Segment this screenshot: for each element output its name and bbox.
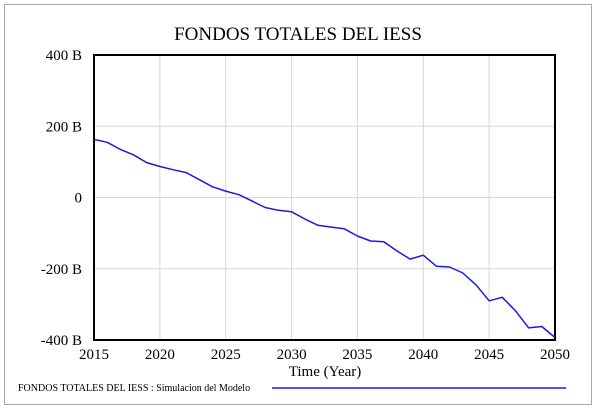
x-tick-label: 2015 xyxy=(79,347,109,363)
y-tick-label: 0 xyxy=(75,191,83,207)
y-tick-label: 400 B xyxy=(46,48,82,64)
axis-ticks: 2015 2020 2025 2030 2035 2040 2045 2050 400 B 200… xyxy=(41,48,570,363)
x-tick-label: 2035 xyxy=(342,347,372,363)
chart-title: FONDOS TOTALES DEL IESS xyxy=(174,24,422,45)
plot-area-border xyxy=(93,54,556,341)
x-tick-label: 2045 xyxy=(474,347,504,363)
y-tick-label: 200 B xyxy=(46,119,82,135)
chart-frame xyxy=(4,4,592,405)
x-tick-label: 2020 xyxy=(145,347,175,363)
series-line xyxy=(93,138,556,339)
x-axis-label: Time (Year) xyxy=(289,364,362,380)
x-tick-label: 2050 xyxy=(540,347,570,363)
legend-label: FONDOS TOTALES DEL IESS : Simulacion del… xyxy=(18,383,250,394)
legend: FONDOS TOTALES DEL IESS : Simulacion del… xyxy=(18,383,566,394)
y-tick-label: -200 B xyxy=(41,262,82,278)
x-tick-label: 2030 xyxy=(277,347,307,363)
y-tick-label: -400 B xyxy=(41,333,82,349)
x-tick-label: 2025 xyxy=(211,347,241,363)
x-tick-label: 2040 xyxy=(408,347,438,363)
series-layer xyxy=(93,138,556,339)
grid xyxy=(94,55,555,340)
